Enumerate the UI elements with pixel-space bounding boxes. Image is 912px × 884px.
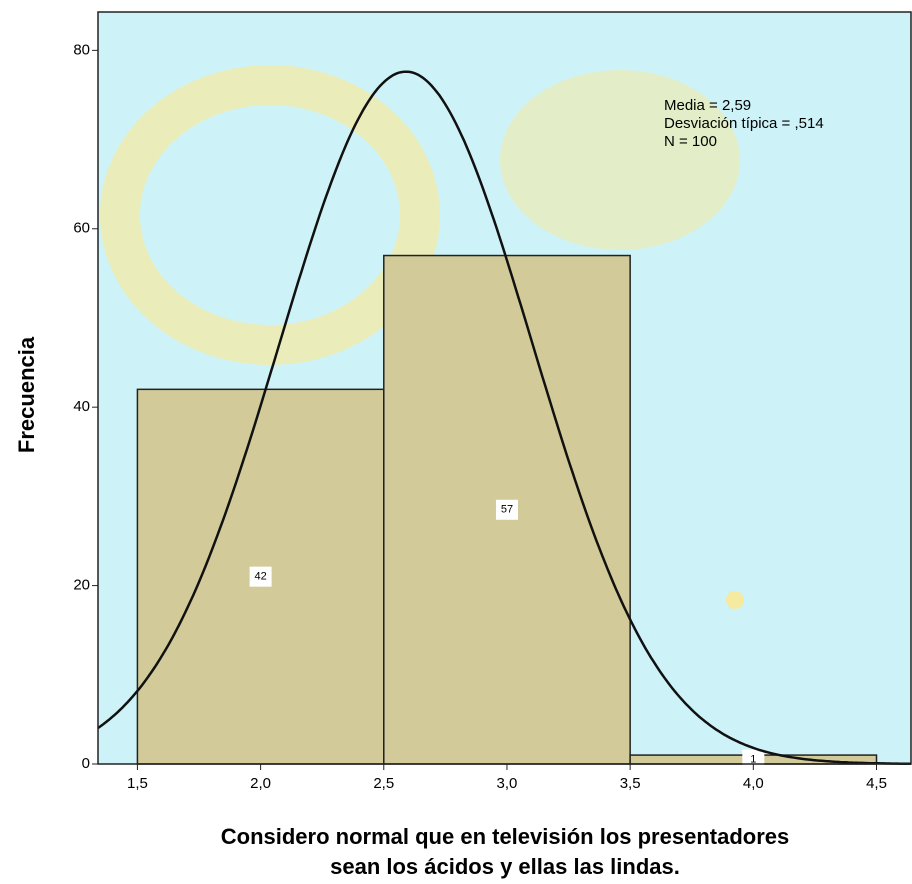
x-tick-label: 3,5 (620, 775, 641, 792)
stats-annotation: Media = 2,59 (664, 97, 751, 114)
x-tick-label: 3,0 (497, 775, 518, 792)
watermark (500, 70, 740, 250)
watermark (726, 591, 744, 609)
y-tick-label: 60 (73, 220, 90, 237)
y-tick-label: 80 (73, 41, 90, 58)
stats-annotation: Desviación típica = ,514 (664, 115, 824, 132)
x-axis-title: sean los ácidos y ellas las lindas. (330, 854, 680, 879)
plot-frame (97, 11, 912, 765)
y-axis-title: Frecuencia (14, 336, 39, 453)
value-label: 57 (501, 504, 513, 516)
value-label: 1 (750, 753, 756, 765)
x-tick-label: 1,5 (127, 775, 148, 792)
x-tick-label: 4,5 (866, 775, 887, 792)
y-tick-label: 20 (73, 577, 90, 594)
x-axis-title: Considero normal que en televisión los p… (221, 824, 789, 849)
value-label: 42 (254, 571, 266, 583)
x-tick-label: 4,0 (743, 775, 764, 792)
x-tick-label: 2,0 (250, 775, 271, 792)
normal-curve (97, 70, 912, 766)
value-label-box (249, 566, 272, 587)
y-tick-label: 40 (73, 398, 90, 415)
x-tick-label: 2,5 (373, 775, 394, 792)
value-label-box (495, 499, 518, 520)
stats-annotation: N = 100 (664, 133, 717, 150)
watermark (100, 65, 440, 365)
y-tick-label: 0 (82, 755, 90, 772)
